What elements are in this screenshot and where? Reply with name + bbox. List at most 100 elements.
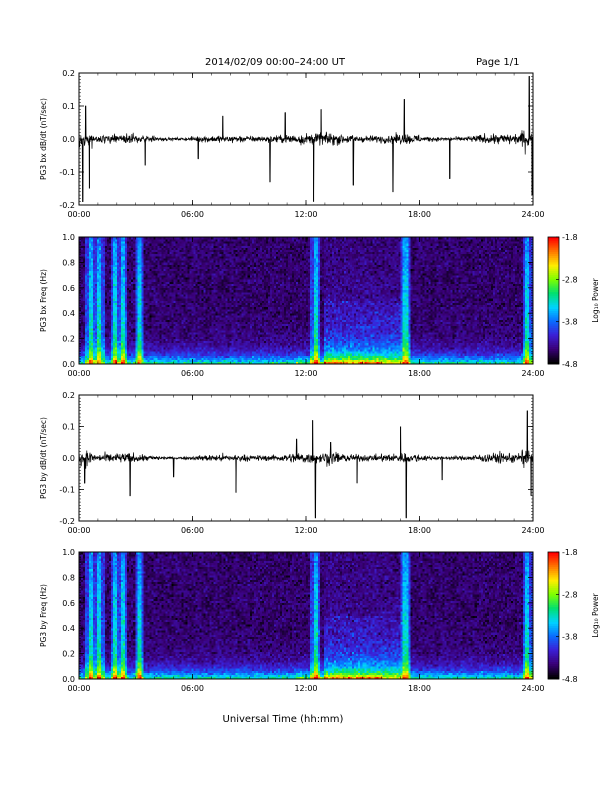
spectrogram-cell: [107, 245, 109, 247]
spectrogram-cell: [85, 252, 87, 254]
spectrogram-cell: [113, 313, 115, 315]
spectrogram-cell: [103, 341, 105, 343]
spectrogram-cell: [113, 256, 115, 258]
spectrogram-cell: [103, 284, 105, 286]
spectrogram-cell: [101, 275, 103, 277]
spectrogram-cell: [111, 258, 113, 260]
spectrogram-cell: [111, 271, 113, 273]
spectrogram-cell: [95, 260, 97, 262]
spectrogram-cell: [83, 273, 85, 275]
y-tick-label: -0.2: [59, 201, 75, 210]
spectrogram-cell: [109, 262, 111, 264]
spectrogram-cell: [101, 284, 103, 286]
spectrogram-cell: [93, 334, 95, 336]
spectrogram-cell: [121, 317, 123, 319]
spectrogram-cell: [93, 288, 95, 290]
spectrogram-cell: [109, 265, 111, 267]
spectrogram-cell: [105, 330, 107, 332]
spectrogram-cell: [111, 303, 113, 305]
spectrogram-cell: [83, 322, 85, 324]
spectrogram-cell: [81, 271, 83, 273]
spectrogram-cell: [81, 239, 83, 241]
spectrogram-cell: [103, 347, 105, 349]
spectrogram-cell: [119, 347, 121, 349]
spectrogram-cell: [115, 336, 117, 338]
spectrogram-cell: [97, 243, 99, 245]
spectrogram-cell: [93, 273, 95, 275]
spectrogram-cell: [87, 320, 89, 322]
spectrogram-cell: [109, 339, 111, 341]
spectrogram-cell: [97, 328, 99, 330]
spectrogram-cell: [111, 286, 113, 288]
spectrogram-cell: [115, 345, 117, 347]
spectrogram-cell: [103, 351, 105, 353]
spectrogram-cell: [109, 269, 111, 271]
spectrogram-cell: [95, 256, 97, 258]
spectrogram-cell: [103, 349, 105, 351]
spectrogram-cell: [89, 326, 91, 328]
spectrogram-cell: [87, 315, 89, 317]
spectrogram-cell: [99, 360, 101, 362]
spectrogram-cell: [93, 328, 95, 330]
spectrogram-cell: [89, 260, 91, 262]
spectrogram-cell: [109, 271, 111, 273]
spectrogram-cell: [93, 317, 95, 319]
spectrogram-cell: [99, 265, 101, 267]
spectrogram-cell: [113, 243, 115, 245]
spectrogram-cell: [89, 313, 91, 315]
spectrogram-cell: [89, 351, 91, 353]
spectrogram-cell: [83, 347, 85, 349]
spectrogram-cell: [87, 326, 89, 328]
spectrogram-cell: [89, 324, 91, 326]
spectrogram-cell: [87, 281, 89, 283]
spectrogram-cell: [81, 243, 83, 245]
spectrogram-cell: [91, 279, 93, 281]
spectrogram-cell: [99, 269, 101, 271]
spectrogram-cell: [99, 277, 101, 279]
spectrogram-cell: [95, 277, 97, 279]
spectrogram-cell: [115, 360, 117, 362]
spectrogram-cell: [119, 241, 121, 243]
spectrogram-cell: [97, 267, 99, 269]
spectrogram-cell: [119, 284, 121, 286]
spectrogram-cell: [85, 245, 87, 247]
spectrogram-cell: [103, 254, 105, 256]
spectrogram-cell: [81, 315, 83, 317]
spectrogram-cell: [107, 260, 109, 262]
spectrogram-cell: [105, 292, 107, 294]
spectrogram-cell: [119, 343, 121, 345]
spectrogram-cell: [107, 353, 109, 355]
spectrogram-cell: [95, 273, 97, 275]
spectrogram-cell: [109, 313, 111, 315]
spectrogram-cell: [87, 309, 89, 311]
spectrogram-cell: [87, 265, 89, 267]
spectrogram-cell: [113, 332, 115, 334]
spectrogram-cell: [119, 353, 121, 355]
spectrogram-cell: [91, 258, 93, 260]
spectrogram-cell: [89, 330, 91, 332]
spectrogram-cell: [101, 351, 103, 353]
spectrogram-cell: [87, 305, 89, 307]
spectrogram-cell: [103, 267, 105, 269]
spectrogram-cell: [107, 296, 109, 298]
spectrogram-cell: [115, 330, 117, 332]
spectrogram-cell: [117, 320, 119, 322]
spectrogram-cell: [117, 349, 119, 351]
spectrogram-cell: [99, 250, 101, 252]
spectrogram-cell: [103, 298, 105, 300]
spectrogram-cell: [91, 358, 93, 360]
spectrogram-cell: [109, 241, 111, 243]
spectrogram-cell: [91, 343, 93, 345]
spectrogram-cell: [81, 267, 83, 269]
spectrogram-cell: [117, 256, 119, 258]
spectrogram-cell: [95, 305, 97, 307]
spectrogram-cell: [87, 307, 89, 309]
spectrogram-cell: [121, 307, 123, 309]
spectrogram-cell: [107, 334, 109, 336]
spectrogram-cell: [119, 309, 121, 311]
spectrogram-cell: [113, 258, 115, 260]
spectrogram-cell: [105, 256, 107, 258]
spectrogram-cell: [119, 292, 121, 294]
spectrogram-cell: [101, 345, 103, 347]
spectrogram-cell: [81, 305, 83, 307]
